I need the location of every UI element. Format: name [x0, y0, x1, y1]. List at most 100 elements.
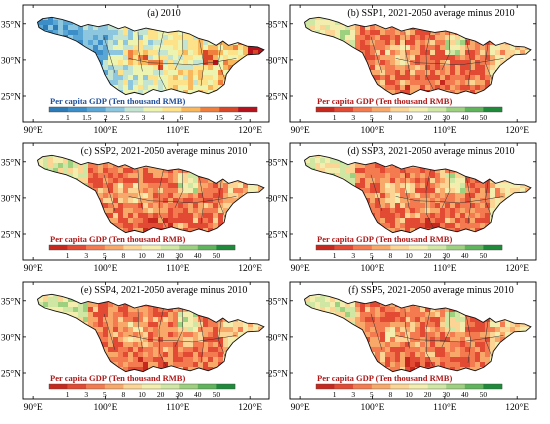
x-tick-label: 110°E — [433, 263, 457, 274]
x-tick-label: 90°E — [291, 125, 310, 136]
legend-swatch — [200, 107, 220, 112]
legend-swatch — [446, 245, 465, 250]
x-tick-label: 100°E — [361, 125, 385, 136]
legend-swatch — [86, 245, 105, 250]
x-tick-label: 110°E — [433, 402, 457, 413]
legend-value: 8 — [122, 251, 126, 260]
legend-swatch — [446, 107, 465, 112]
legend-value: 20 — [157, 390, 165, 399]
legend-value: 5 — [370, 251, 374, 260]
y-tick-label: 25°N — [1, 92, 21, 103]
panel-title: (f) SSP5, 2021-2050 average minus 2010 — [348, 285, 514, 296]
y-tick-label: 30°N — [1, 193, 21, 204]
legend-swatch — [49, 245, 68, 250]
legend-swatch — [105, 107, 125, 112]
x-tick-label: 120°E — [505, 263, 529, 274]
legend-swatch — [216, 245, 236, 250]
legend-swatch — [162, 107, 182, 112]
legend-value: 3 — [84, 390, 88, 399]
x-tick-label: 120°E — [238, 263, 262, 274]
legend-title: Per capita GDP (Ten thousand RMB) — [317, 96, 452, 106]
y-tick-label: 30°N — [268, 193, 288, 204]
legend: Per capita GDP (Ten thousand RMB) 1 3 5 8 10 2… — [48, 373, 236, 399]
legend-value: 8 — [122, 390, 126, 399]
legend: Per capita GDP (Ten thousand RMB) 1 1.5 2 2.… — [48, 96, 258, 122]
y-tick-label: 35°N — [1, 296, 21, 307]
legend-title: Per capita GDP (Ten thousand RMB) — [317, 373, 452, 383]
legend-title: Per capita GDP (Ten thousand RMB) — [50, 96, 185, 106]
legend-value: 20 — [424, 251, 432, 260]
x-tick-label: 100°E — [94, 125, 118, 136]
legend-swatch — [390, 245, 410, 250]
legend-value: 1 — [333, 113, 337, 122]
legend-value: 2.5 — [120, 113, 130, 122]
panel-title: (b) SSP1, 2021-2050 average minus 2010 — [347, 8, 514, 19]
legend-title: Per capita GDP (Ten thousand RMB) — [317, 234, 452, 244]
x-tick-label: 120°E — [238, 125, 262, 136]
legend-swatch — [334, 107, 354, 112]
legend-value: 5 — [103, 390, 107, 399]
legend-value: 30 — [175, 390, 183, 399]
x-tick-label: 100°E — [94, 402, 118, 413]
legend-value: 5 — [370, 113, 374, 122]
legend-value: 15 — [215, 113, 223, 122]
legend-swatch — [353, 245, 372, 250]
map-panel-e: 90°E 100°E 110°E 120°E 35°N 30°N 25°N (e) SSP4,… — [1, 281, 270, 413]
x-tick-label: 100°E — [361, 263, 385, 274]
legend-swatch — [371, 245, 391, 250]
legend-value: 1 — [333, 390, 337, 399]
legend-swatch — [427, 384, 447, 389]
legend-swatch — [371, 107, 391, 112]
legend-swatch — [86, 107, 106, 112]
legend: Per capita GDP (Ten thousand RMB) 1 3 5 8 10 2… — [315, 234, 503, 260]
legend-value: 1 — [66, 113, 70, 122]
basin-outline — [303, 16, 532, 96]
legend-value: 4 — [161, 113, 165, 122]
legend-swatch — [49, 384, 68, 389]
legend-swatch — [390, 107, 410, 112]
subbasin-boundaries — [103, 169, 237, 228]
legend-value: 10 — [138, 390, 146, 399]
map-panel-b: 90°E 100°E 110°E 120°E 35°N 30°N 25°N (b) SSP1,… — [268, 4, 537, 136]
basin-outline — [303, 154, 532, 234]
legend-swatch — [104, 245, 124, 250]
legend-value: 1 — [333, 251, 337, 260]
panel-title: (e) SSP4, 2021-2050 average minus 2010 — [81, 285, 248, 296]
legend-value: 40 — [461, 251, 469, 260]
y-tick-label: 25°N — [268, 92, 288, 103]
legend-value: 1 — [66, 251, 70, 260]
legend-value: 3 — [351, 251, 355, 260]
legend-swatch — [371, 384, 391, 389]
subbasin-boundaries — [103, 31, 237, 90]
legend-value: 1.5 — [82, 113, 92, 122]
map-panel-d: 90°E 100°E 110°E 120°E 35°N 30°N 25°N (d) SSP3,… — [268, 142, 537, 274]
x-tick-label: 120°E — [505, 125, 529, 136]
legend-swatch — [409, 107, 428, 112]
legend-swatch — [181, 107, 201, 112]
legend-value: 8 — [389, 251, 393, 260]
y-tick-label: 30°N — [268, 55, 288, 66]
legend-swatch — [197, 245, 217, 250]
legend-value: 3 — [84, 251, 88, 260]
legend-swatch — [390, 384, 410, 389]
legend-value: 50 — [213, 251, 221, 260]
map-panel-a: 90°E 100°E 110°E 120°E 35°N 30°N 25°N (a) 2010 P… — [1, 4, 270, 136]
y-tick-label: 25°N — [268, 369, 288, 380]
legend-value: 40 — [461, 113, 469, 122]
legend-swatch — [464, 384, 484, 389]
legend-value: 30 — [442, 390, 450, 399]
legend-swatch — [316, 384, 335, 389]
x-tick-label: 120°E — [505, 402, 529, 413]
x-tick-label: 90°E — [24, 125, 43, 136]
legend-swatch — [464, 245, 484, 250]
legend-swatch — [104, 384, 124, 389]
legend-swatch — [427, 107, 447, 112]
legend-value: 25 — [234, 113, 242, 122]
legend-swatch — [197, 384, 217, 389]
legend-value: 50 — [480, 390, 488, 399]
legend-swatch — [483, 384, 503, 389]
legend-swatch — [219, 107, 239, 112]
legend-value: 20 — [424, 390, 432, 399]
legend-value: 6 — [179, 113, 183, 122]
